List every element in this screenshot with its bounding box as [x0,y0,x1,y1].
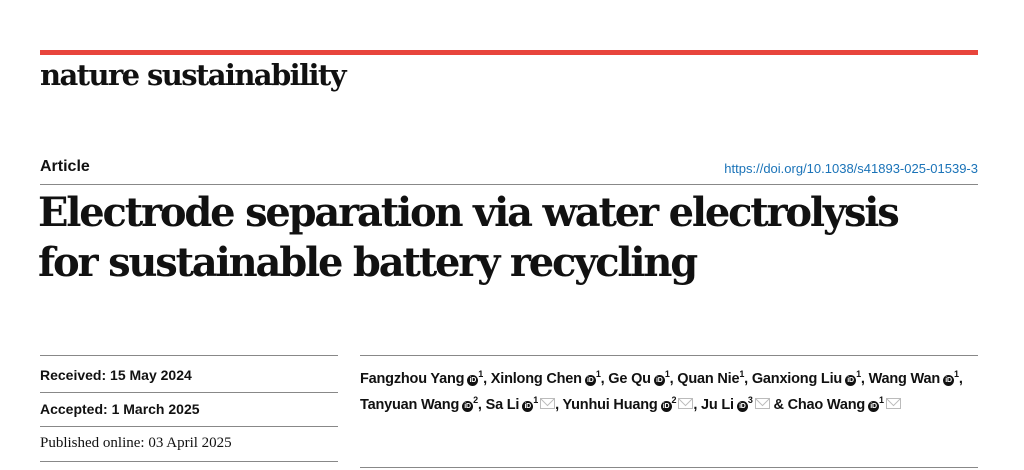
affiliation-number: 2 [473,394,478,405]
author-separator: , [483,370,491,387]
title-line: for sustainable battery recycling [38,239,698,286]
orcid-icon[interactable]: iD [868,400,880,412]
orcid-icon[interactable]: iD [467,374,479,386]
author[interactable]: Quan Nie1, [677,369,752,387]
article-type: Article [40,158,90,175]
author[interactable]: Yunhui Huang iD2, [562,394,702,413]
author-name[interactable]: Ge Qu [608,370,651,387]
received-date: Received: 15 May 2024 [40,367,192,383]
affiliation-number: 1 [954,369,959,379]
author-name[interactable]: Tanyuan Wang [360,396,460,413]
author-separator: , [744,370,752,387]
author-separator: , [477,396,486,413]
author[interactable]: Fangzhou Yang iD1, [360,369,491,387]
author-separator: , [669,370,678,387]
divider [360,355,978,356]
title-line: Electrode separation via water electroly… [38,189,900,236]
author[interactable]: Tanyuan Wang iD2, [360,394,486,413]
author[interactable]: Ge Qu iD1, [608,369,678,387]
orcid-icon[interactable]: iD [660,400,672,412]
author-name[interactable]: Xinlong Chen [490,370,582,387]
author-list: Fangzhou Yang iD1, Xinlong Chen iD1, Ge Qu… [360,364,970,416]
journal-accent-bar [40,50,978,55]
author-separator: , [600,370,609,387]
author-name[interactable]: Chao Wang [787,396,866,413]
author[interactable]: Ju Li iD3 & [701,394,788,413]
orcid-icon[interactable]: iD [462,400,474,412]
divider [40,355,338,356]
author-name[interactable]: Fangzhou Yang [360,370,465,387]
divider [360,467,978,468]
affiliation-number: 1 [739,369,745,379]
accepted-date: Accepted: 1 March 2025 [40,401,200,417]
author[interactable]: Xinlong Chen iD1, [490,369,609,387]
email-icon[interactable] [540,397,556,409]
published-date: Published online: 03 April 2025 [40,435,232,451]
author-name[interactable]: Ganxiong Liu [751,370,843,387]
author-separator: , [693,396,702,413]
orcid-icon[interactable]: iD [736,400,748,412]
affiliation-number: 2 [671,394,677,405]
author-separator: , [860,370,869,387]
affiliation-number: 1 [879,394,884,405]
orcid-icon[interactable]: iD [943,374,955,386]
doi-link[interactable]: https://doi.org/10.1038/s41893-025-01539… [724,161,978,176]
divider [40,426,338,427]
author-name[interactable]: Quan Nie [677,370,740,387]
affiliation-number: 1 [478,369,484,379]
divider [40,184,978,185]
divider [40,392,338,393]
email-icon[interactable] [885,397,901,409]
author-separator: & [769,396,788,413]
affiliation-number: 1 [664,369,670,379]
email-icon[interactable] [678,397,694,409]
orcid-icon[interactable]: iD [845,374,857,386]
author[interactable]: Wang Wan iD1, [868,369,963,387]
email-icon[interactable] [754,397,770,409]
affiliation-number: 1 [856,369,861,379]
author-name[interactable]: Yunhui Huang [562,396,658,413]
affiliation-number: 1 [533,394,539,405]
author-name[interactable]: Ju Li [701,396,734,413]
author-name[interactable]: Sa Li [485,396,520,413]
affiliation-number: 3 [747,394,753,405]
affiliation-number: 1 [595,369,601,379]
author[interactable]: Sa Li iD1, [485,394,563,413]
author[interactable]: Chao Wang iD1 [787,394,901,413]
author-name[interactable]: Wang Wan [868,370,941,387]
author[interactable]: Ganxiong Liu iD1, [751,369,869,387]
author-separator: , [555,396,563,413]
divider [40,461,338,462]
orcid-icon[interactable]: iD [584,374,596,386]
author-separator: , [958,370,963,387]
paper-title: Electrode separation via water electroly… [38,188,900,288]
orcid-icon[interactable]: iD [653,374,665,386]
orcid-icon[interactable]: iD [522,400,534,412]
journal-logo: nature sustainability [40,58,347,92]
